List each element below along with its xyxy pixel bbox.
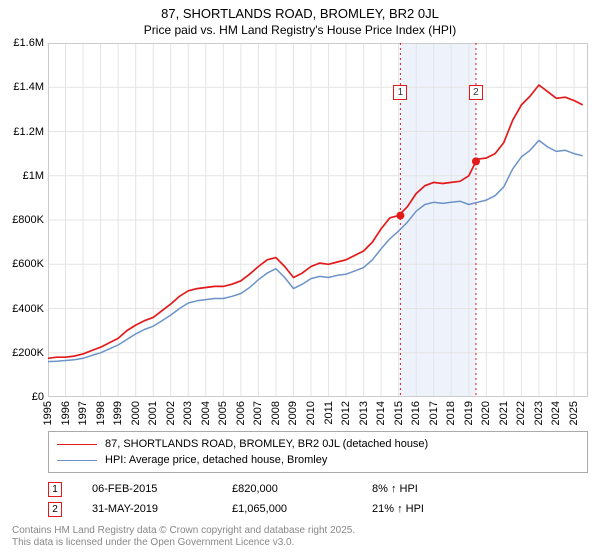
y-tick-label: £600K bbox=[12, 258, 44, 270]
event-row: 2 31-MAY-2019£1,065,00021% ↑ HPI bbox=[48, 499, 588, 519]
x-axis: 1995199619971998199920002001200220032004… bbox=[48, 397, 588, 427]
footer-line-2: This data is licensed under the Open Gov… bbox=[12, 537, 588, 549]
event-price: £820,000 bbox=[232, 483, 372, 495]
x-tick-label: 2001 bbox=[147, 401, 159, 425]
x-tick-label: 2002 bbox=[165, 401, 177, 425]
x-tick-label: 2021 bbox=[498, 401, 510, 425]
legend: 87, SHORTLANDS ROAD, BROMLEY, BR2 0JL (d… bbox=[48, 431, 588, 473]
x-tick-label: 2011 bbox=[323, 401, 335, 425]
y-tick-label: £800K bbox=[12, 214, 44, 226]
x-tick-label: 2017 bbox=[428, 401, 440, 425]
x-tick-label: 2010 bbox=[305, 401, 317, 425]
event-number-box: 1 bbox=[48, 482, 62, 497]
legend-swatch bbox=[57, 444, 97, 445]
x-tick-label: 2015 bbox=[393, 401, 405, 425]
x-tick-label: 2023 bbox=[533, 401, 545, 425]
event-table: 1 06-FEB-2015£820,0008% ↑ HPI 2 31-MAY-2019… bbox=[48, 479, 588, 519]
x-tick-label: 1998 bbox=[95, 401, 107, 425]
event-marker-box: 1 bbox=[393, 85, 407, 100]
event-delta: 21% ↑ HPI bbox=[372, 503, 512, 515]
x-tick-label: 2004 bbox=[200, 401, 212, 425]
x-tick-label: 2022 bbox=[515, 401, 527, 425]
y-tick-label: £1.6M bbox=[13, 37, 44, 49]
chart-title: 87, SHORTLANDS ROAD, BROMLEY, BR2 0JL bbox=[0, 0, 600, 21]
x-tick-label: 1999 bbox=[112, 401, 124, 425]
chart-area: £0£200K£400K£600K£800K£1M£1.2M£1.4M£1.6M… bbox=[0, 37, 600, 427]
y-tick-label: £400K bbox=[12, 303, 44, 315]
x-tick-label: 2025 bbox=[568, 401, 580, 425]
x-tick-label: 2020 bbox=[480, 401, 492, 425]
legend-item: HPI: Average price, detached house, Brom… bbox=[57, 452, 579, 468]
event-price: £1,065,000 bbox=[232, 503, 372, 515]
x-tick-label: 2003 bbox=[182, 401, 194, 425]
legend-item: 87, SHORTLANDS ROAD, BROMLEY, BR2 0JL (d… bbox=[57, 436, 579, 452]
event-date: 31-MAY-2019 bbox=[92, 503, 232, 515]
x-tick-label: 2019 bbox=[463, 401, 475, 425]
footer-attribution: Contains HM Land Registry data © Crown c… bbox=[12, 525, 588, 549]
event-marker-box: 2 bbox=[469, 85, 483, 100]
y-tick-label: £1.2M bbox=[13, 126, 44, 138]
x-tick-label: 2012 bbox=[340, 401, 352, 425]
x-tick-label: 2006 bbox=[235, 401, 247, 425]
x-tick-label: 1995 bbox=[42, 401, 54, 425]
legend-swatch bbox=[57, 460, 97, 461]
x-tick-label: 2000 bbox=[130, 401, 142, 425]
x-tick-label: 2005 bbox=[217, 401, 229, 425]
y-tick-label: £200K bbox=[12, 347, 44, 359]
x-tick-label: 2009 bbox=[287, 401, 299, 425]
y-axis: £0£200K£400K£600K£800K£1M£1.2M£1.4M£1.6M bbox=[0, 37, 48, 397]
x-tick-label: 2016 bbox=[410, 401, 422, 425]
x-tick-label: 1997 bbox=[77, 401, 89, 425]
footer-line-1: Contains HM Land Registry data © Crown c… bbox=[12, 525, 588, 537]
legend-label: 87, SHORTLANDS ROAD, BROMLEY, BR2 0JL (d… bbox=[105, 438, 428, 450]
x-tick-label: 2018 bbox=[445, 401, 457, 425]
plot-svg bbox=[48, 43, 588, 397]
x-tick-label: 1996 bbox=[60, 401, 72, 425]
x-tick-label: 2014 bbox=[375, 401, 387, 425]
y-tick-label: £1M bbox=[23, 170, 44, 182]
event-row: 1 06-FEB-2015£820,0008% ↑ HPI bbox=[48, 479, 588, 499]
event-date: 06-FEB-2015 bbox=[92, 483, 232, 495]
plot-area: 12 bbox=[48, 43, 588, 397]
y-tick-label: £1.4M bbox=[13, 81, 44, 93]
x-tick-label: 2024 bbox=[550, 401, 562, 425]
event-number-box: 2 bbox=[48, 502, 62, 517]
x-tick-label: 2013 bbox=[358, 401, 370, 425]
event-delta: 8% ↑ HPI bbox=[372, 483, 512, 495]
x-tick-label: 2007 bbox=[252, 401, 264, 425]
x-tick-label: 2008 bbox=[270, 401, 282, 425]
legend-label: HPI: Average price, detached house, Brom… bbox=[105, 454, 327, 466]
chart-subtitle: Price paid vs. HM Land Registry's House … bbox=[0, 21, 600, 37]
